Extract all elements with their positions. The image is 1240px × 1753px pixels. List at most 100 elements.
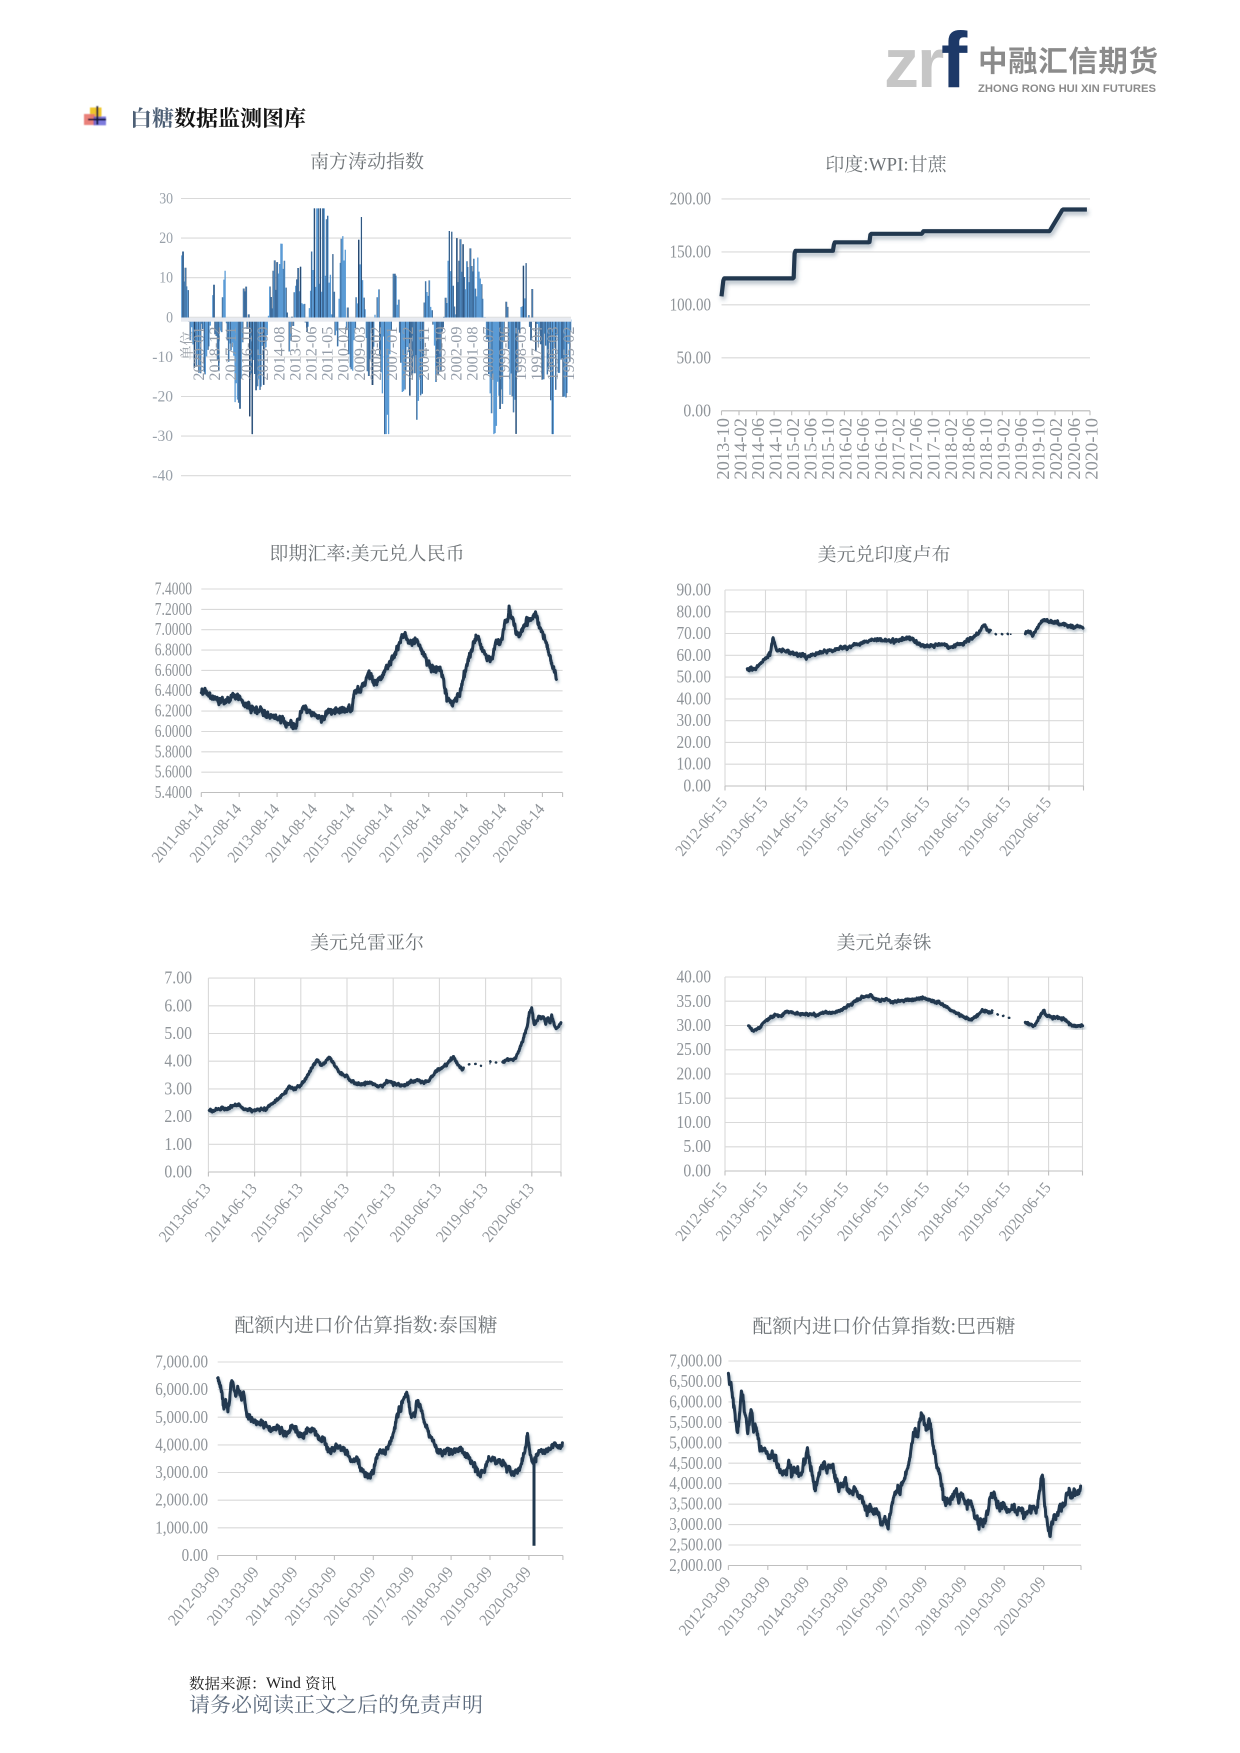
svg-text:-40: -40 [152, 468, 173, 485]
svg-text:ZHONG RONG HUI XIN FUTURES: ZHONG RONG HUI XIN FUTURES [978, 83, 1156, 95]
svg-text:5,000.00: 5,000.00 [669, 1432, 722, 1452]
svg-text:2018-10: 2018-10 [976, 418, 996, 480]
svg-text::: : [345, 544, 350, 565]
svg-text:7.4000: 7.4000 [155, 579, 192, 599]
svg-text:10: 10 [159, 270, 173, 287]
svg-text:2019-10: 2019-10 [1029, 418, 1049, 480]
svg-text:50.00: 50.00 [677, 667, 712, 687]
svg-text:7.00: 7.00 [164, 968, 192, 988]
svg-text:20.00: 20.00 [677, 732, 712, 752]
svg-text:2000-07: 2000-07 [481, 326, 498, 380]
svg-text:2015-02: 2015-02 [783, 418, 803, 480]
svg-text:0.00: 0.00 [182, 1545, 208, 1565]
svg-text:6.2000: 6.2000 [155, 701, 192, 721]
svg-text:5.6000: 5.6000 [155, 762, 192, 782]
svg-text:2014-10: 2014-10 [765, 418, 785, 480]
svg-text:zr: zr [884, 24, 944, 102]
svg-text:1,000.00: 1,000.00 [155, 1517, 208, 1537]
svg-text:50.00: 50.00 [677, 347, 712, 367]
svg-text:4,000.00: 4,000.00 [669, 1473, 722, 1493]
svg-text:2019-06: 2019-06 [1011, 418, 1031, 480]
svg-text:2020-10: 2020-10 [1081, 418, 1101, 480]
svg-text:70.00: 70.00 [677, 623, 712, 643]
svg-text:7.2000: 7.2000 [155, 599, 192, 619]
svg-text:2015-06: 2015-06 [801, 418, 821, 480]
svg-text:1995-02: 1995-02 [561, 327, 578, 381]
svg-text:2008-02: 2008-02 [368, 327, 385, 381]
svg-text:20.00: 20.00 [677, 1064, 712, 1084]
svg-text:2016-10: 2016-10 [239, 326, 256, 380]
svg-text:5.4000: 5.4000 [155, 782, 192, 802]
svg-text:30: 30 [159, 191, 173, 208]
svg-text:2015-10: 2015-10 [818, 418, 838, 480]
svg-text:100.00: 100.00 [670, 294, 711, 314]
svg-text:6.4000: 6.4000 [155, 680, 192, 700]
svg-text:2003-10: 2003-10 [432, 326, 449, 380]
svg-text:2020-02: 2020-02 [1046, 418, 1066, 480]
svg-text:4.00: 4.00 [164, 1051, 192, 1071]
svg-text:2,000.00: 2,000.00 [669, 1555, 722, 1575]
svg-text:2017-06: 2017-06 [906, 418, 926, 480]
svg-text:2017-10: 2017-10 [923, 418, 943, 480]
svg-text:3,000.00: 3,000.00 [155, 1462, 208, 1482]
svg-text:6,500.00: 6,500.00 [669, 1371, 722, 1391]
svg-text:3,500.00: 3,500.00 [669, 1494, 722, 1514]
svg-text::WPI:: :WPI: [863, 155, 908, 176]
svg-text:3.00: 3.00 [164, 1078, 192, 1098]
svg-text:1998-05: 1998-05 [513, 326, 530, 380]
svg-text:6.6000: 6.6000 [155, 660, 192, 680]
svg-text:6.00: 6.00 [164, 995, 192, 1015]
svg-text:40.00: 40.00 [677, 967, 712, 987]
svg-text:150.00: 150.00 [670, 241, 711, 261]
svg-text:Wind: Wind [266, 1675, 301, 1692]
svg-text:2014-08: 2014-08 [271, 326, 288, 380]
svg-text:1.00: 1.00 [164, 1134, 192, 1154]
svg-text:4,500.00: 4,500.00 [669, 1453, 722, 1473]
svg-text:2020-06: 2020-06 [1064, 418, 1084, 480]
svg-text:0: 0 [166, 309, 173, 326]
svg-text:40.00: 40.00 [677, 688, 712, 708]
svg-text::: : [433, 1315, 439, 1337]
svg-text:5,000.00: 5,000.00 [155, 1407, 208, 1427]
svg-text:7.0000: 7.0000 [155, 619, 192, 639]
svg-text:7,000.00: 7,000.00 [669, 1351, 722, 1371]
svg-text:1997-04: 1997-04 [529, 326, 546, 380]
svg-text:10.00: 10.00 [677, 754, 712, 774]
svg-text:2018-06: 2018-06 [959, 418, 979, 480]
svg-text:-30: -30 [152, 428, 173, 445]
svg-text:0.00: 0.00 [683, 400, 711, 420]
svg-text:2009-03: 2009-03 [352, 326, 369, 380]
svg-text:2001-08: 2001-08 [465, 326, 482, 380]
svg-text:6.0000: 6.0000 [155, 721, 192, 741]
svg-text:90.00: 90.00 [677, 580, 712, 600]
svg-text:2007-01: 2007-01 [384, 327, 401, 381]
svg-text:10.00: 10.00 [677, 1112, 712, 1132]
svg-text:6.8000: 6.8000 [155, 640, 192, 660]
svg-text:2018-02: 2018-02 [941, 418, 961, 480]
svg-text:5.00: 5.00 [164, 1023, 192, 1043]
svg-text:1999-06: 1999-06 [497, 326, 514, 380]
svg-text:2014-02: 2014-02 [730, 418, 750, 480]
svg-text:2004-11: 2004-11 [416, 327, 433, 381]
svg-text:2019-02: 2019-02 [994, 418, 1014, 480]
svg-text:5.00: 5.00 [683, 1136, 711, 1156]
svg-text:-20: -20 [152, 389, 173, 406]
svg-text:20: 20 [159, 230, 173, 247]
svg-text:2005-12: 2005-12 [400, 327, 417, 381]
svg-text:1996-03: 1996-03 [545, 326, 562, 380]
svg-text:2011-05: 2011-05 [320, 326, 337, 380]
svg-text:2012-06: 2012-06 [304, 326, 321, 380]
svg-text:2002-09: 2002-09 [448, 326, 465, 380]
svg-text:60.00: 60.00 [677, 645, 712, 665]
svg-text:2020-01: 2020-01 [191, 327, 208, 381]
svg-text:3,000.00: 3,000.00 [669, 1514, 722, 1534]
svg-text:2,000.00: 2,000.00 [155, 1490, 208, 1510]
svg-text:15.00: 15.00 [677, 1088, 712, 1108]
svg-text:30.00: 30.00 [677, 710, 712, 730]
svg-text:f: f [941, 15, 968, 104]
svg-text:2013-07: 2013-07 [287, 326, 304, 380]
svg-text:0.00: 0.00 [683, 776, 711, 796]
svg-text:2017-02: 2017-02 [888, 418, 908, 480]
svg-text:2,500.00: 2,500.00 [669, 1535, 722, 1555]
svg-text:2015-09: 2015-09 [255, 326, 272, 380]
